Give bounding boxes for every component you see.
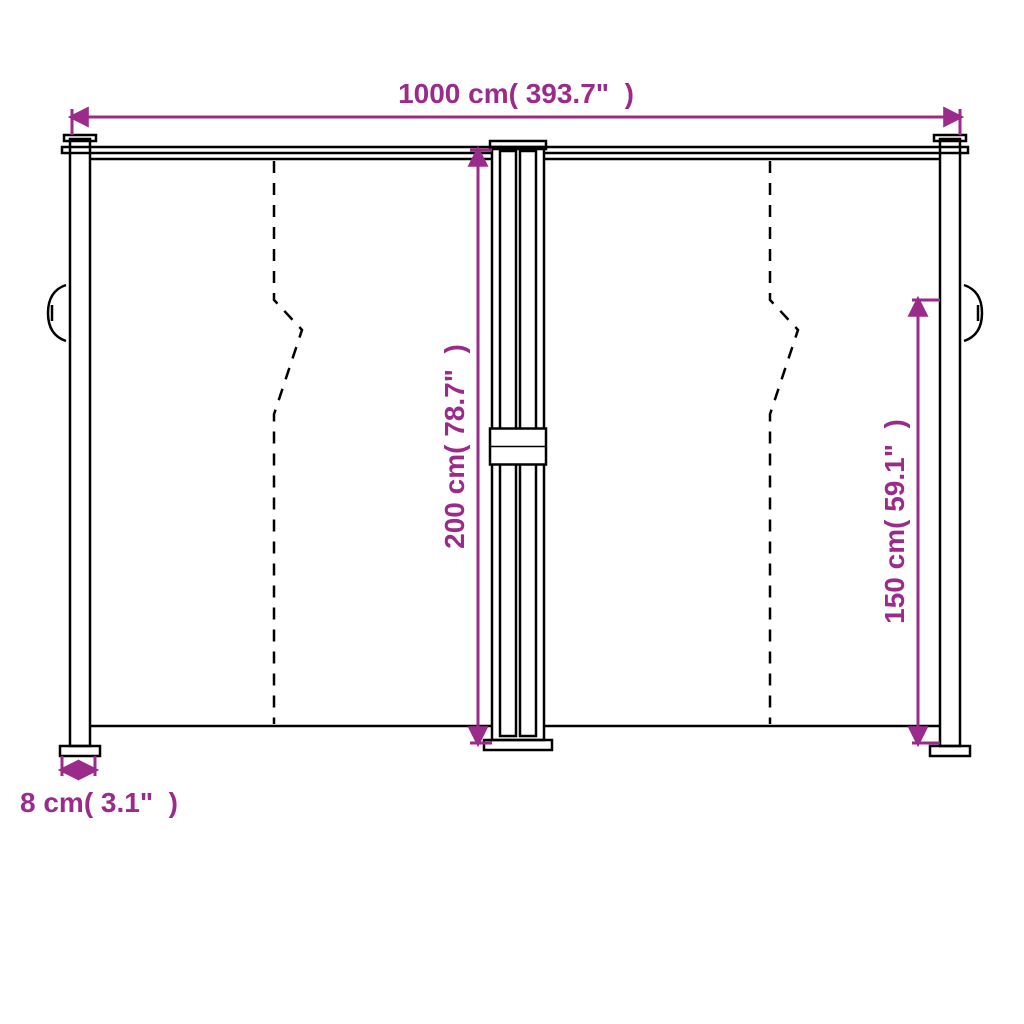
base-width-label: 8 cm( 3.1" ) bbox=[20, 787, 178, 818]
product-outline bbox=[48, 135, 982, 756]
height-150-label: 150 cm( 59.1" ) bbox=[879, 419, 910, 624]
width-label: 1000 cm( 393.7" ) bbox=[398, 78, 634, 109]
dimension-diagram: 1000 cm( 393.7" ) 200 cm( 78.7" ) 150 cm( … bbox=[0, 0, 1024, 1024]
height-200-label: 200 cm( 78.7" ) bbox=[439, 344, 470, 549]
